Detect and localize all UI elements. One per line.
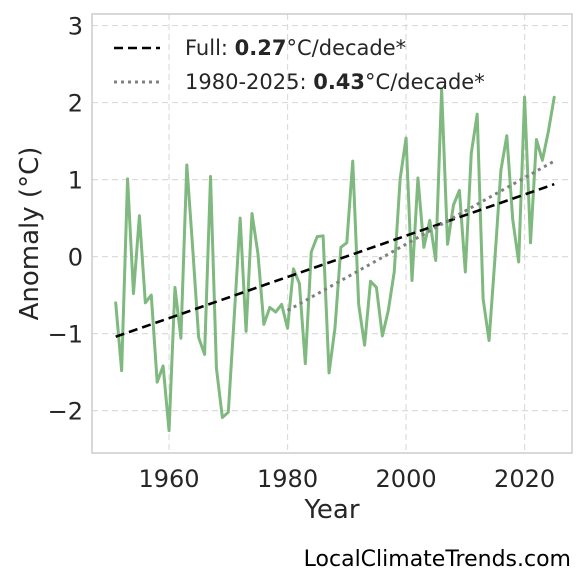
y-tick-labels: −2 −1 0 1 2 3 [48,13,83,426]
grid [92,14,572,453]
y-tick-label: 2 [68,90,83,118]
y-tick-label: 3 [68,13,83,41]
legend-entry-label: Full: 0.27°C/decade* [185,36,406,60]
legend: Full: 0.27°C/decade* 1980-2025: 0.43°C/de… [114,36,485,94]
full-trend-line [115,182,555,338]
x-axis-label: Year [303,495,359,525]
recent-trend-line [286,159,555,312]
x-tick-label: 2000 [376,465,437,493]
y-tick-label: −1 [48,321,83,349]
y-tick-label: −2 [48,398,83,426]
credit-text: LocalClimateTrends.com [303,547,571,572]
series-layer [114,87,556,433]
y-tick-label: 1 [68,167,83,195]
plot-frame [91,13,573,454]
trend-layer [115,159,555,338]
legend-entry-label: 1980-2025: 0.43°C/decade* [185,70,485,94]
x-tick-label: 1960 [138,465,199,493]
x-tick-labels: 1960 1980 2000 2020 [138,465,555,493]
x-tick-label: 1980 [257,465,318,493]
x-tick-label: 2020 [494,465,555,493]
y-tick-label: 0 [68,244,83,272]
anomaly-series-line [114,87,556,433]
y-axis-label: Anomaly (°C) [15,147,45,321]
